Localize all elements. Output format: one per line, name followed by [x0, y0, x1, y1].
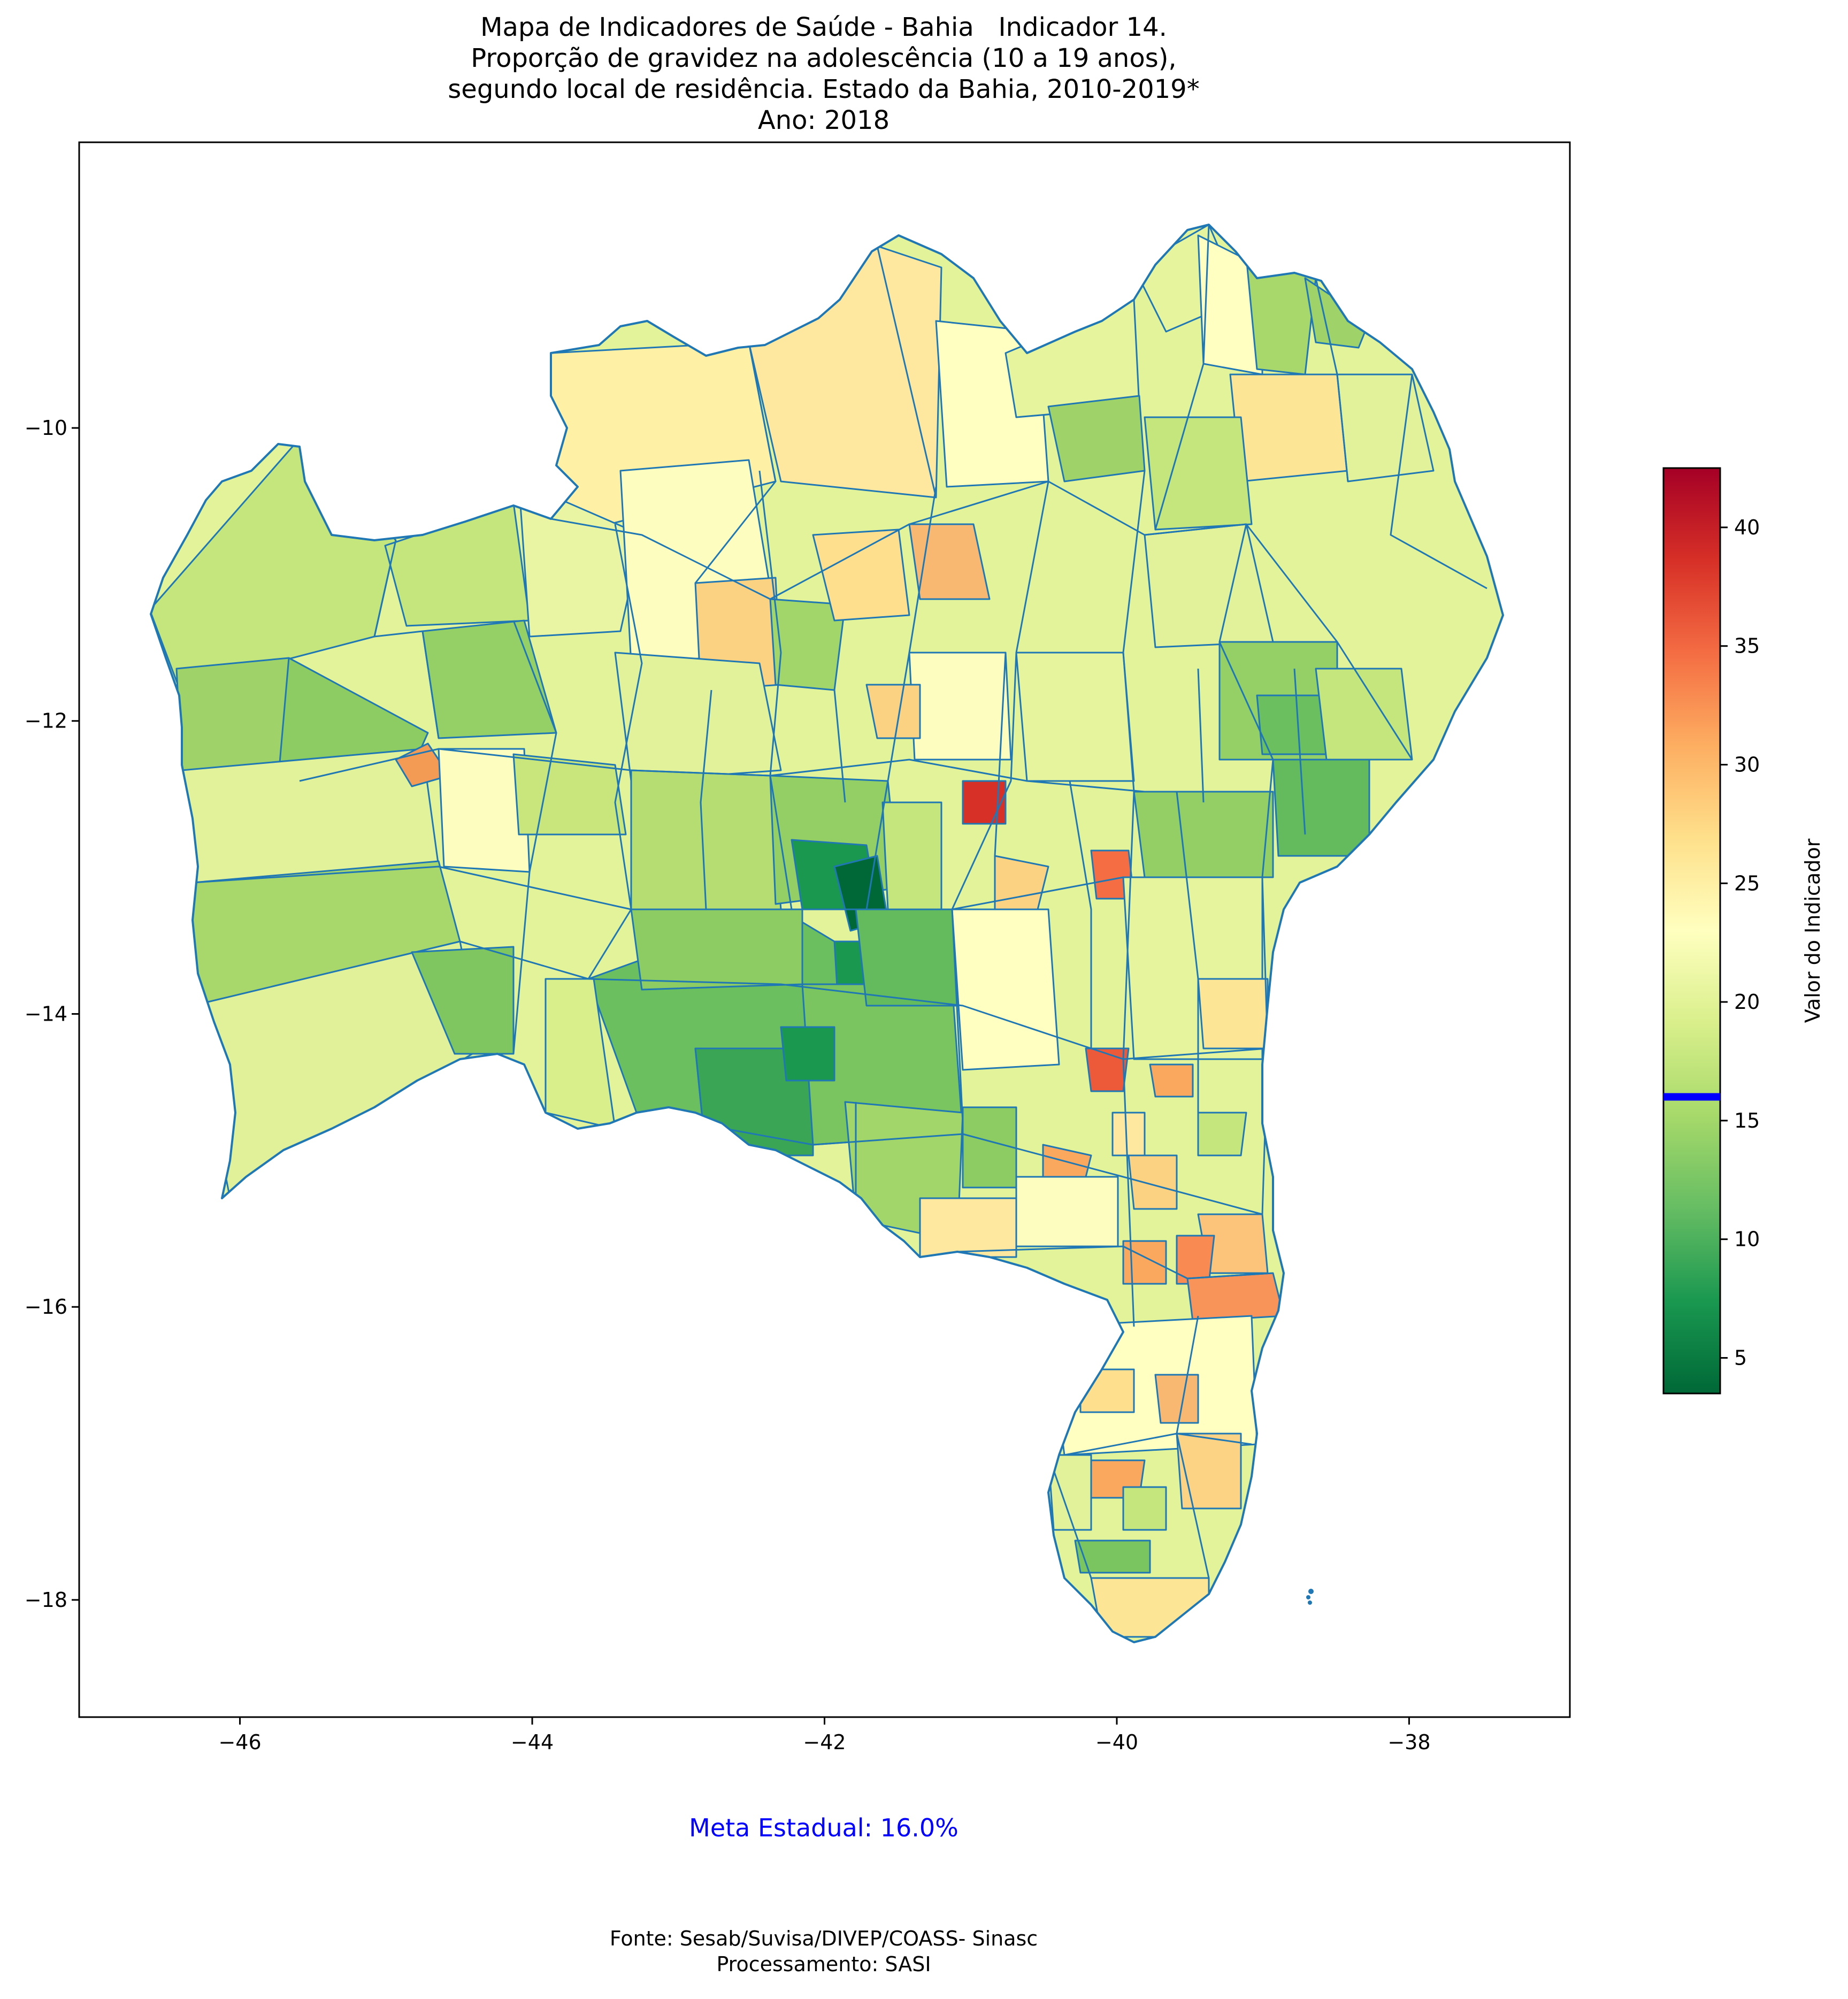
abrolhos-islands: [1306, 1589, 1314, 1605]
bahia-state-map: [150, 224, 1504, 1643]
colorbar-tick-label: 30: [1734, 753, 1760, 776]
colorbar-tick-label: 5: [1734, 1346, 1747, 1369]
y-tick-label: −18: [25, 1588, 67, 1612]
colorbar-ticks: 5 10 15 20 25 30 35 40: [1720, 516, 1760, 1369]
x-tick-label: −46: [218, 1730, 261, 1754]
colorbar: 5 10 15 20 25 30 35 40 Valor do Indicador: [1662, 467, 1824, 1395]
y-tick-label: −10: [25, 416, 67, 440]
y-axis: −10 −12 −14 −16 −18: [25, 416, 79, 1612]
processing-text: Processamento: SASI: [716, 1952, 931, 1976]
colorbar-tick-label: 15: [1734, 1109, 1760, 1132]
colorbar-tick-label: 10: [1734, 1228, 1760, 1251]
title-line-4: Ano: 2018: [757, 105, 890, 135]
y-tick-label: −14: [25, 1002, 67, 1025]
colorbar-tick-label: 20: [1734, 990, 1760, 1014]
state-target-text: Meta Estadual: 16.0%: [689, 1813, 958, 1842]
title-line-2: Proporção de gravidez na adolescência (1…: [471, 43, 1177, 73]
colorbar-target-marker: [1663, 1093, 1720, 1101]
x-tick-label: −44: [511, 1730, 554, 1754]
x-tick-label: −40: [1095, 1730, 1138, 1754]
colorbar-gradient: [1662, 467, 1721, 1395]
colorbar-tick-label: 25: [1734, 871, 1760, 895]
source-text: Fonte: Sesab/Suvisa/DIVEP/COASS- Sinasc: [609, 1927, 1038, 1950]
x-axis: −46 −44 −42 −40 −38: [218, 1717, 1431, 1754]
title-line-1: Mapa de Indicadores de Saúde - Bahia Ind…: [480, 12, 1167, 42]
x-tick-label: −38: [1387, 1730, 1430, 1754]
x-tick-label: −42: [803, 1730, 846, 1754]
y-tick-label: −12: [25, 709, 67, 733]
colorbar-label: Valor do Indicador: [1801, 838, 1824, 1023]
y-tick-label: −16: [25, 1295, 67, 1319]
title-line-3: segundo local de residência. Estado da B…: [448, 74, 1200, 104]
map-title: Mapa de Indicadores de Saúde - Bahia Ind…: [0, 12, 1647, 136]
footer: Fonte: Sesab/Suvisa/DIVEP/COASS- Sinasc …: [0, 1926, 1647, 1977]
colorbar-tick-label: 35: [1734, 634, 1760, 658]
colorbar-tick-label: 40: [1734, 516, 1760, 539]
